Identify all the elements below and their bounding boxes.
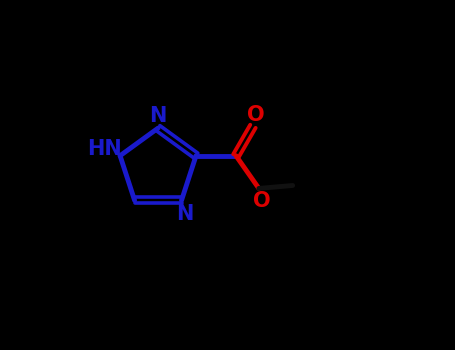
Text: N: N bbox=[176, 204, 194, 224]
Text: N: N bbox=[149, 106, 167, 126]
Text: O: O bbox=[253, 191, 270, 211]
Text: HN: HN bbox=[87, 139, 122, 160]
Text: O: O bbox=[247, 105, 264, 125]
